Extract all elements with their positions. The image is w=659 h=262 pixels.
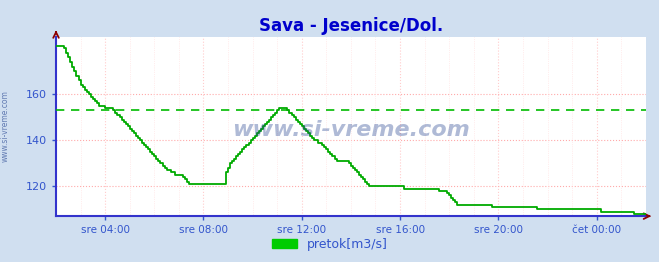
Title: Sava - Jesenice/Dol.: Sava - Jesenice/Dol. bbox=[259, 17, 443, 35]
Text: www.si-vreme.com: www.si-vreme.com bbox=[1, 90, 10, 162]
Text: www.si-vreme.com: www.si-vreme.com bbox=[232, 120, 470, 140]
Legend: pretok[m3/s]: pretok[m3/s] bbox=[266, 233, 393, 256]
